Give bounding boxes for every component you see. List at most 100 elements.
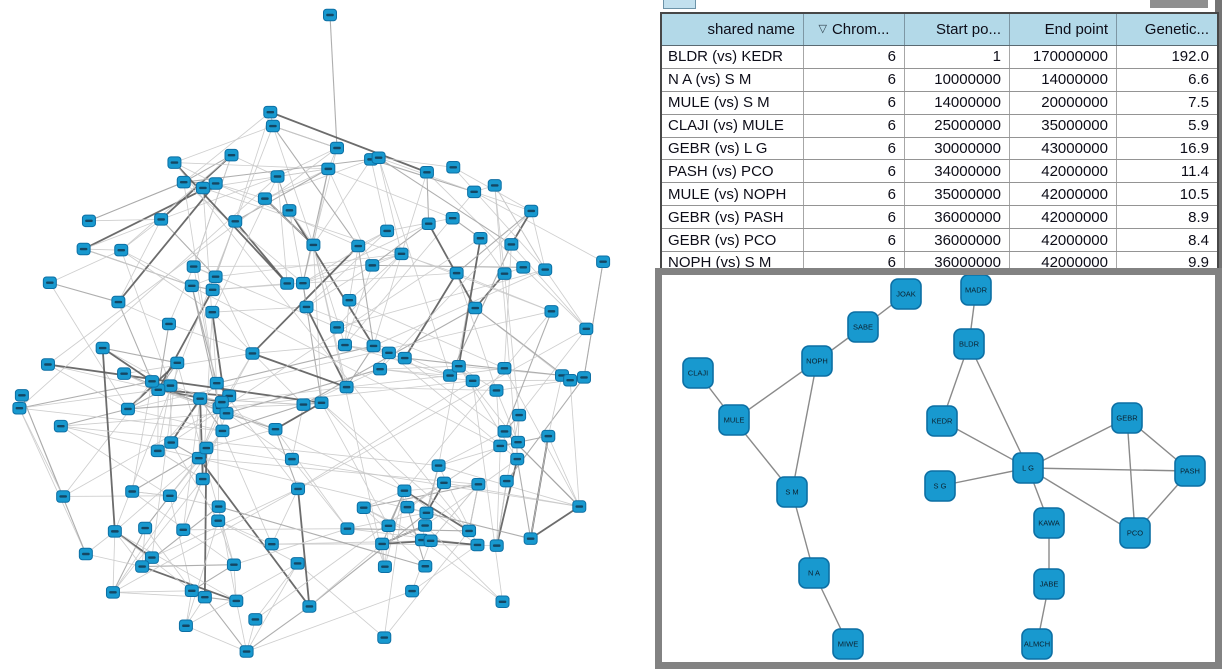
graph-node[interactable]: [81, 214, 96, 228]
graph-node[interactable]: [351, 239, 366, 253]
graph-node[interactable]: [42, 276, 57, 289]
graph-node[interactable]: [299, 300, 314, 314]
graph-node[interactable]: [226, 558, 241, 571]
graph-node[interactable]: [268, 422, 283, 436]
graph-edge-LG-GEBR[interactable]: [1027, 417, 1128, 469]
column-header-end-point[interactable]: End point: [1010, 14, 1117, 45]
graph-node-sm[interactable]: S M: [776, 476, 808, 508]
graph-node[interactable]: [436, 476, 451, 490]
graph-node[interactable]: [257, 192, 272, 205]
table-row[interactable]: MULE (vs) S M 6 14000000 20000000 7.5: [662, 91, 1217, 115]
graph-node[interactable]: [163, 379, 178, 392]
graph-node-gebr[interactable]: GEBR: [1111, 402, 1143, 434]
graph-node[interactable]: [176, 175, 191, 189]
column-header-genetic[interactable]: Genetic...: [1117, 14, 1217, 45]
filter-icon[interactable]: ▽: [818, 23, 827, 35]
graph-node[interactable]: [381, 519, 396, 533]
graph-node[interactable]: [330, 321, 345, 334]
graph-node[interactable]: [377, 631, 392, 644]
graph-node-noph[interactable]: NOPH: [801, 345, 833, 377]
graph-node[interactable]: [497, 362, 512, 375]
graph-node-lg[interactable]: L G: [1012, 452, 1044, 484]
graph-node[interactable]: [239, 645, 254, 658]
graph-node[interactable]: [365, 259, 380, 272]
graph-node[interactable]: [154, 213, 169, 226]
graph-node[interactable]: [510, 452, 525, 466]
graph-node[interactable]: [295, 276, 310, 290]
graph-node[interactable]: [451, 359, 466, 373]
graph-node[interactable]: [579, 322, 594, 336]
graph-edge-LG-PASH[interactable]: [1027, 467, 1191, 472]
graph-node[interactable]: [306, 238, 321, 252]
graph-node[interactable]: [170, 356, 185, 370]
table-row[interactable]: GEBR (vs) L G 6 30000000 43000000 16.9: [662, 137, 1217, 161]
graph-node[interactable]: [120, 402, 135, 416]
graph-node[interactable]: [178, 619, 193, 633]
graph-node[interactable]: [473, 232, 488, 245]
graph-node[interactable]: [291, 482, 306, 496]
graph-node[interactable]: [397, 484, 412, 497]
graph-node[interactable]: [245, 347, 260, 360]
graph-node[interactable]: [371, 151, 386, 164]
graph-node[interactable]: [330, 141, 344, 155]
column-header-chromosome[interactable]: ▽ Chrom...: [804, 14, 905, 45]
graph-node[interactable]: [375, 537, 390, 551]
table-row[interactable]: PASH (vs) PCO 6 34000000 42000000 11.4: [662, 160, 1217, 184]
graph-node[interactable]: [511, 435, 526, 449]
graph-edge-GEBR-PCO[interactable]: [1126, 417, 1136, 534]
graph-node[interactable]: [138, 521, 153, 535]
graph-node[interactable]: [523, 532, 538, 545]
graph-node[interactable]: [284, 452, 299, 466]
graph-node[interactable]: [111, 295, 126, 309]
graph-node[interactable]: [489, 539, 504, 552]
graph-node[interactable]: [541, 429, 556, 443]
graph-node[interactable]: [135, 560, 150, 573]
graph-node[interactable]: [356, 501, 371, 514]
graph-node[interactable]: [538, 263, 553, 276]
graph-node[interactable]: [197, 590, 212, 604]
graph-node[interactable]: [164, 436, 179, 449]
graph-node[interactable]: [380, 224, 395, 238]
graph-node-mule[interactable]: MULE: [718, 404, 750, 436]
table-row[interactable]: N A (vs) S M 6 10000000 14000000 6.6: [662, 68, 1217, 92]
graph-node[interactable]: [471, 478, 486, 491]
graph-node[interactable]: [12, 401, 27, 415]
graph-node[interactable]: [431, 459, 446, 472]
graph-node[interactable]: [184, 584, 199, 598]
graph-node[interactable]: [53, 419, 68, 433]
graph-node[interactable]: [400, 500, 415, 514]
graph-node[interactable]: [489, 384, 504, 397]
graph-node[interactable]: [419, 506, 434, 520]
graph-node[interactable]: [544, 305, 559, 318]
graph-node[interactable]: [512, 408, 527, 422]
graph-node-almch[interactable]: ALMCH: [1021, 628, 1053, 660]
graph-node[interactable]: [150, 444, 165, 458]
graph-node[interactable]: [205, 283, 220, 297]
graph-node[interactable]: [495, 595, 510, 609]
graph-node[interactable]: [381, 346, 396, 360]
graph-node[interactable]: [340, 522, 355, 535]
graph-node-sabe[interactable]: SABE: [847, 311, 879, 343]
graph-node-miwe[interactable]: MIWE: [832, 628, 864, 660]
graph-edge-NOPH-SM[interactable]: [791, 360, 818, 493]
graph-node[interactable]: [117, 367, 132, 380]
graph-node[interactable]: [209, 376, 224, 390]
graph-node[interactable]: [302, 600, 317, 613]
graph-node[interactable]: [219, 407, 234, 420]
graph-node[interactable]: [95, 341, 110, 355]
graph-node[interactable]: [280, 277, 295, 290]
graph-node[interactable]: [462, 524, 477, 538]
graph-node[interactable]: [572, 500, 587, 513]
graph-node[interactable]: [195, 181, 210, 195]
graph-node[interactable]: [342, 293, 357, 307]
graph-node[interactable]: [373, 362, 388, 376]
graph-node[interactable]: [263, 105, 278, 119]
overview-network-canvas[interactable]: [0, 0, 648, 669]
graph-node[interactable]: [397, 351, 412, 365]
graph-node-jabe[interactable]: JABE: [1033, 568, 1065, 600]
graph-node[interactable]: [497, 267, 512, 280]
graph-node[interactable]: [14, 389, 29, 402]
graph-node[interactable]: [504, 238, 519, 251]
graph-node[interactable]: [264, 537, 279, 551]
graph-node[interactable]: [215, 424, 230, 438]
